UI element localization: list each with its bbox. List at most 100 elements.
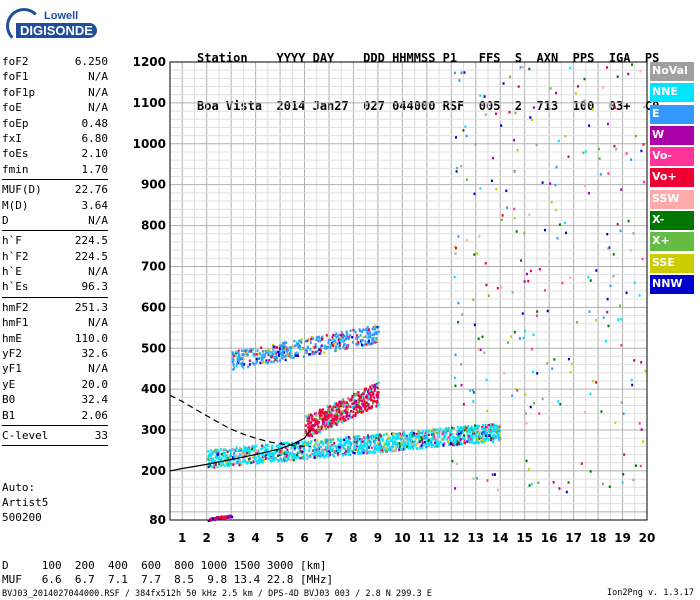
echo-point	[569, 370, 572, 374]
echo-point	[435, 443, 438, 446]
echo-point	[335, 336, 338, 339]
echo-point	[336, 437, 339, 441]
echo-point	[244, 449, 247, 453]
echo-point	[535, 143, 538, 147]
echo-point	[304, 424, 307, 427]
echo-point	[262, 360, 265, 364]
echo-point	[442, 432, 445, 436]
echo-point	[350, 441, 353, 444]
echo-point	[210, 517, 213, 521]
echo-point	[219, 448, 222, 451]
echo-point	[584, 150, 587, 153]
echo-point	[354, 447, 357, 450]
echo-point	[238, 463, 241, 467]
echo-point	[367, 446, 370, 449]
echo-point	[241, 361, 244, 365]
echo-point	[387, 444, 390, 447]
echo-point	[324, 415, 327, 418]
echo-point	[364, 449, 367, 453]
echo-point	[513, 216, 516, 220]
echo-point	[541, 397, 544, 401]
echo-point	[439, 427, 442, 431]
echo-point	[516, 148, 519, 152]
echo-point	[345, 414, 348, 418]
echo-point	[311, 434, 314, 438]
echo-point	[228, 460, 231, 464]
x-tick-label: 20	[639, 531, 656, 545]
echo-point	[473, 424, 476, 427]
echo-point	[377, 433, 380, 437]
echo-point	[339, 337, 342, 340]
echo-point	[338, 450, 341, 453]
echo-point	[459, 428, 462, 432]
echo-point	[268, 458, 271, 461]
echo-point	[355, 437, 358, 440]
echo-point	[469, 430, 472, 433]
echo-point	[304, 339, 307, 343]
echo-point	[436, 428, 439, 431]
echo-point	[238, 453, 241, 456]
echo-point	[429, 442, 432, 446]
echo-point	[416, 441, 419, 445]
echo-point	[294, 454, 297, 458]
echo-point	[410, 435, 413, 438]
echo-point	[412, 447, 415, 451]
echo-point	[358, 445, 361, 448]
echo-point	[280, 457, 283, 461]
echo-point	[617, 318, 620, 321]
echo-point	[346, 408, 349, 411]
echo-point	[469, 440, 472, 443]
echo-point	[360, 409, 363, 413]
echo-point	[445, 432, 448, 435]
echo-point	[386, 437, 389, 441]
echo-point	[492, 437, 495, 440]
echo-point	[241, 353, 244, 356]
echo-point	[283, 450, 286, 454]
echo-point	[481, 427, 484, 431]
echo-point	[360, 411, 363, 414]
echo-point	[430, 433, 433, 436]
echo-point	[465, 239, 468, 242]
echo-point	[367, 404, 370, 407]
echo-point	[340, 402, 343, 405]
echo-point	[238, 447, 241, 450]
echo-point	[358, 452, 361, 455]
echo-point	[278, 453, 281, 457]
echo-point	[605, 340, 608, 343]
legend-item: NNW	[650, 274, 694, 294]
echo-point	[345, 331, 348, 334]
echo-point	[231, 515, 234, 519]
echo-point	[279, 450, 282, 453]
echo-point	[288, 352, 291, 355]
echo-point	[352, 414, 355, 417]
echo-point	[403, 445, 406, 449]
echo-point	[318, 450, 321, 453]
echo-point	[257, 449, 260, 452]
echo-point	[357, 445, 360, 449]
echo-point	[360, 343, 363, 347]
echo-point	[392, 441, 395, 445]
echo-point	[342, 335, 345, 338]
echo-point	[344, 441, 347, 444]
echo-point	[275, 355, 278, 358]
echo-point	[460, 363, 463, 366]
echo-point	[394, 449, 397, 452]
echo-point	[535, 314, 538, 318]
echo-point	[412, 432, 415, 435]
echo-point	[432, 443, 435, 447]
echo-point	[394, 445, 397, 449]
echo-point	[312, 445, 315, 448]
echo-point	[454, 246, 457, 250]
echo-point	[367, 398, 370, 401]
echo-point	[407, 446, 410, 449]
echo-point	[458, 79, 461, 82]
echo-point	[588, 310, 591, 313]
echo-point	[317, 445, 320, 449]
echo-point	[293, 455, 296, 459]
echo-point	[615, 147, 618, 151]
echo-point	[372, 338, 375, 341]
echo-point	[271, 456, 274, 460]
echo-point	[270, 351, 273, 355]
param-value: N/A	[88, 265, 108, 279]
echo-point	[235, 449, 238, 452]
